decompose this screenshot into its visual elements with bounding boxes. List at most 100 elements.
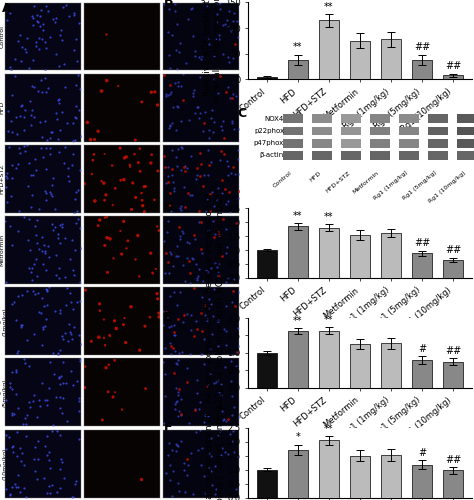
Point [50,370,58,378]
Point [189,32,196,40]
Point [155,226,163,234]
Point [27,268,35,276]
Point [166,248,174,256]
Point [173,102,181,110]
Point [219,176,226,184]
Point [23,420,30,428]
Point [3,16,10,24]
Point [201,301,209,309]
Point [4,126,12,134]
Point [15,160,22,168]
Point [35,205,43,213]
Point [173,360,180,368]
Point [103,234,111,241]
Point [109,393,117,401]
Point [10,298,18,306]
Point [196,53,203,61]
Point [75,436,83,444]
Point [35,396,43,404]
Point [42,2,49,10]
Point [235,288,242,296]
Point [204,380,212,388]
Point [56,431,64,439]
Point [64,172,71,180]
Point [206,344,214,352]
Point [42,285,50,293]
Point [167,81,174,89]
Point [64,417,71,425]
Point [28,276,36,284]
Point [22,48,29,56]
Point [56,484,64,492]
Point [166,64,174,72]
Point [222,327,230,335]
Point [28,264,36,272]
Point [70,137,77,145]
Point [213,34,220,42]
Point [34,88,41,96]
Point [58,332,65,340]
Point [43,451,51,459]
Point [215,0,222,8]
Point [218,380,225,388]
Point [155,313,163,321]
Point [121,154,128,162]
Point [94,222,102,230]
Point [32,254,40,262]
Bar [312,114,332,123]
Point [164,92,172,100]
Bar [312,139,332,147]
Point [226,58,233,66]
Point [203,315,210,323]
Point [214,90,221,98]
Point [75,394,83,402]
Point [76,331,83,339]
Point [112,324,120,332]
Point [25,64,32,72]
Point [16,149,24,157]
Point [223,157,230,165]
Point [70,381,77,389]
Point [39,323,47,331]
Point [166,121,174,129]
Point [76,166,83,174]
Point [186,280,194,287]
Point [208,106,216,114]
Point [49,427,56,435]
Point [204,412,212,420]
Point [14,483,22,491]
Point [197,54,204,62]
Point [202,266,210,274]
Point [56,346,64,354]
Point [23,141,31,149]
Text: ##: ## [445,61,461,71]
Point [169,262,176,270]
Point [146,313,154,321]
Point [76,354,84,362]
Point [54,134,62,142]
Point [178,226,186,234]
Point [7,66,14,74]
Point [3,170,11,177]
Point [185,419,192,427]
Point [72,35,80,43]
Point [7,116,15,124]
Point [223,242,230,250]
Point [219,416,227,424]
Point [168,171,176,179]
Point [43,44,50,52]
Point [28,82,36,90]
Point [42,189,50,197]
Point [135,158,142,166]
Point [69,305,76,313]
Point [106,235,114,243]
Point [38,233,46,241]
Point [2,446,10,454]
Point [231,170,239,178]
Point [222,200,230,207]
Point [175,385,183,393]
Point [9,442,17,450]
Point [228,411,236,419]
Point [75,408,83,416]
Point [187,311,194,319]
